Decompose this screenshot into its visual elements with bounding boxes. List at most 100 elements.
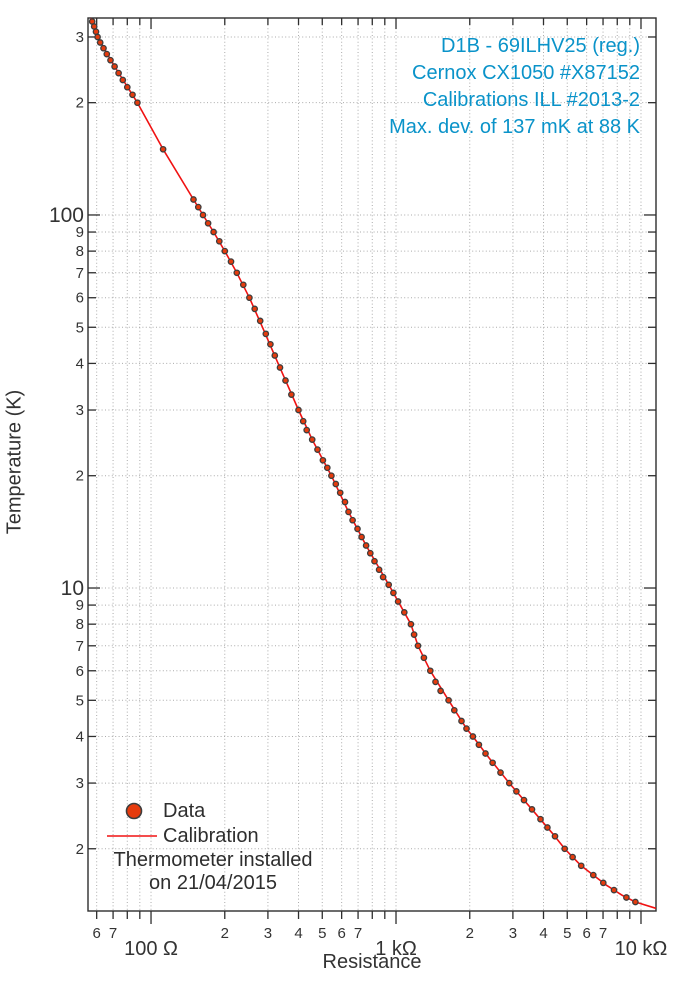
title-line-4: Max. dev. of 137 mK at 88 K — [389, 116, 640, 138]
legend-data-marker — [125, 802, 143, 820]
data-point — [282, 377, 289, 384]
data-point — [445, 696, 452, 704]
legend-data-label: Data — [163, 800, 206, 822]
x-minor-tick-label: 7 — [354, 925, 362, 942]
x-minor-tick-label: 4 — [539, 925, 547, 942]
y-minor-tick-label: 8 — [76, 243, 84, 260]
data-point — [314, 446, 321, 453]
data-point — [599, 879, 607, 887]
x-minor-tick-label: 2 — [221, 925, 229, 942]
y-major-tick-label: 100 — [49, 204, 84, 227]
data-point — [371, 557, 378, 565]
x-minor-tick-label: 6 — [337, 925, 345, 942]
legend-note-line1: Thermometer installed — [113, 849, 313, 871]
data-point — [227, 258, 235, 265]
data-point — [362, 542, 370, 549]
y-axis-title: Temperature (K) — [3, 389, 26, 535]
data-point — [341, 498, 349, 506]
data-point — [204, 219, 212, 227]
data-point — [221, 247, 229, 255]
data-point — [610, 886, 618, 894]
data-point — [115, 69, 122, 77]
data-point — [246, 294, 253, 302]
data-point — [385, 581, 393, 589]
title-line-3: Calibrations ILL #2013-2 — [422, 89, 640, 111]
data-point — [589, 871, 597, 879]
data-point — [159, 145, 167, 153]
data-point — [111, 63, 118, 70]
data-point — [256, 317, 264, 325]
x-minor-tick-label: 3 — [264, 925, 272, 942]
data-point — [308, 436, 316, 443]
x-minor-tick-label: 7 — [599, 925, 607, 942]
y-minor-tick-label: 9 — [76, 597, 84, 614]
title-line-2: Cernox CX1050 #X87152 — [412, 62, 640, 84]
y-minor-tick-label: 2 — [76, 95, 84, 112]
data-point — [358, 533, 365, 541]
y-minor-tick-label: 2 — [76, 468, 84, 485]
data-point — [295, 406, 302, 414]
data-point — [577, 862, 585, 870]
title-line-1: D1B - 69ILHV25 (reg.) — [441, 35, 640, 57]
x-axis-title: Resistance — [322, 951, 422, 973]
data-point — [96, 39, 104, 46]
y-major-tick-label: 10 — [61, 577, 84, 600]
data-point — [420, 654, 428, 662]
data-point — [323, 464, 331, 472]
data-point — [299, 417, 307, 425]
data-point — [319, 456, 327, 464]
data-point — [345, 508, 352, 516]
data-point — [199, 211, 207, 219]
data-point — [134, 99, 141, 107]
data-point — [544, 824, 551, 831]
x-major-tick-label: 1 kΩ — [375, 938, 417, 960]
data-point — [379, 573, 387, 581]
data-point — [400, 609, 408, 616]
data-point — [528, 806, 536, 813]
data-point — [489, 759, 496, 767]
plot-frame — [87, 17, 657, 912]
y-minor-tick-label: 5 — [76, 692, 84, 709]
data-point — [414, 642, 422, 650]
data-point — [475, 741, 483, 749]
y-minor-tick-label: 4 — [76, 355, 84, 372]
data-point — [262, 330, 270, 338]
data-point — [239, 281, 247, 289]
data-point — [92, 28, 100, 36]
data-point — [426, 667, 434, 675]
calibration-curve — [90, 17, 657, 910]
y-minor-tick-label: 6 — [76, 663, 84, 680]
data-point — [271, 352, 279, 359]
data-point — [288, 391, 295, 398]
data-point — [410, 631, 418, 638]
legend-note-line2: on 21/04/2015 — [149, 872, 277, 894]
data-point — [482, 750, 489, 757]
data-point — [276, 364, 284, 371]
x-minor-tick-label: 7 — [109, 925, 117, 942]
data-point — [497, 769, 504, 776]
data-point — [332, 480, 340, 488]
data-point — [366, 549, 374, 557]
x-minor-tick-label: 3 — [509, 925, 517, 942]
data-point — [407, 620, 415, 628]
y-minor-tick-label: 8 — [76, 616, 84, 633]
data-point — [251, 305, 259, 313]
plot-title-block: D1B - 69ILHV25 (reg.) Cernox CX1050 #X87… — [389, 33, 640, 141]
data-point — [432, 678, 439, 686]
y-minor-tick-label: 3 — [76, 29, 84, 46]
data-point — [123, 83, 131, 91]
y-minor-tick-label: 2 — [76, 841, 84, 858]
data-point — [513, 788, 520, 795]
data-point — [215, 237, 223, 245]
x-minor-tick-label: 4 — [294, 925, 302, 942]
y-minor-tick-label: 3 — [76, 402, 84, 419]
data-point — [632, 898, 639, 906]
data-point — [561, 845, 569, 853]
y-minor-tick-label: 4 — [76, 728, 84, 745]
data-point — [190, 196, 197, 203]
x-major-tick-label: 10 kΩ — [615, 938, 668, 960]
x-major-tick-label: 100 Ω — [124, 938, 178, 960]
x-minor-tick-label: 5 — [318, 925, 326, 942]
data-point — [623, 894, 630, 901]
